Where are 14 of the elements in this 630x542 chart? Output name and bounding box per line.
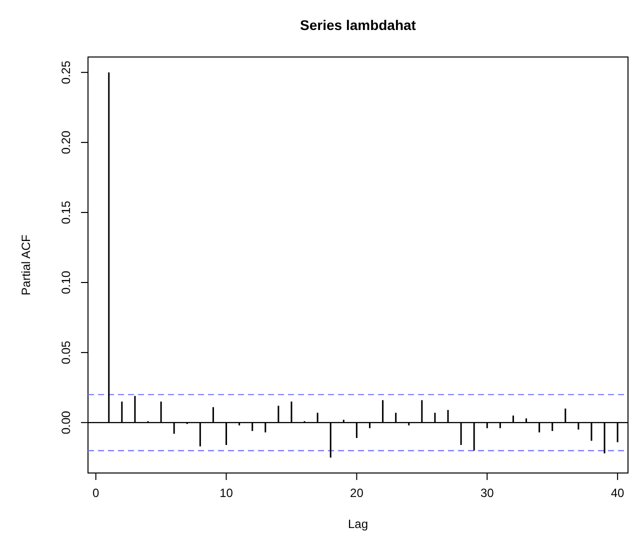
- chart-title: Series lambdahat: [300, 17, 416, 33]
- y-axis-title: Partial ACF: [19, 234, 33, 296]
- y-tick-label: 0.05: [59, 340, 73, 364]
- x-tick-label: 40: [610, 486, 625, 500]
- y-tick-label: 0.25: [59, 60, 73, 84]
- y-tick-label: 0.20: [59, 130, 73, 154]
- x-tick-label: 30: [480, 486, 494, 500]
- x-tick-label: 20: [350, 486, 364, 500]
- x-tick-label: 10: [220, 486, 234, 500]
- y-tick-label: 0.15: [59, 200, 73, 224]
- x-axis-title: Lag: [348, 517, 368, 531]
- x-tick-label: 0: [92, 486, 100, 500]
- y-tick-label: 0.00: [59, 410, 73, 434]
- y-tick-label: 0.10: [59, 270, 73, 294]
